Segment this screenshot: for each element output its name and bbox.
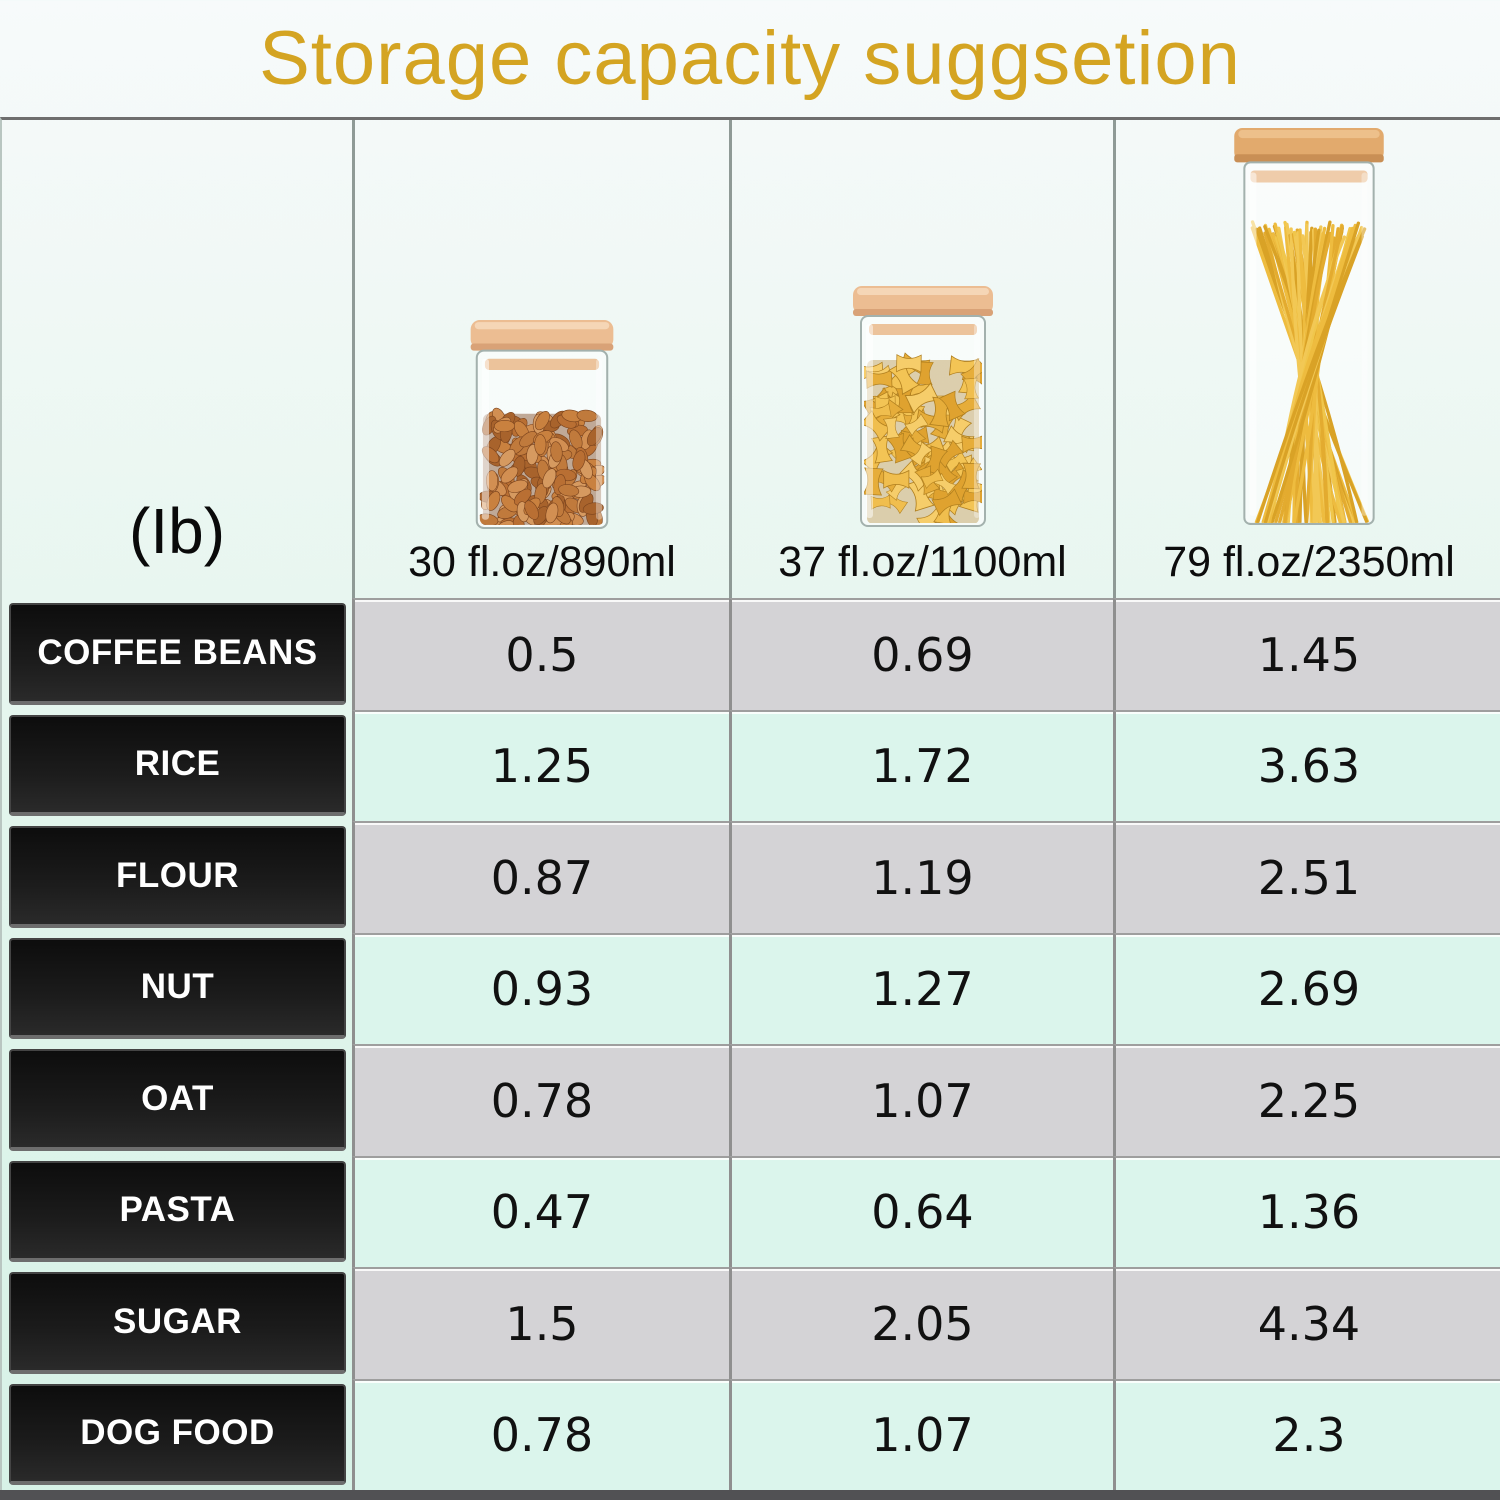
unit-label: (Ib) bbox=[129, 495, 225, 568]
value-cell: 1.27 bbox=[729, 932, 1113, 1045]
almond-jar-icon bbox=[470, 320, 614, 530]
row-label: COFFEE BEANS bbox=[37, 632, 318, 672]
value-cell: 1.25 bbox=[352, 709, 729, 822]
value-text: 1.07 bbox=[871, 1408, 974, 1463]
value-cell: 1.5 bbox=[352, 1267, 729, 1379]
spaghetti-jar-icon bbox=[1234, 128, 1384, 526]
value-cell: 2.3 bbox=[1113, 1378, 1500, 1491]
value-text: 1.45 bbox=[1257, 627, 1361, 682]
value-text: 1.25 bbox=[490, 739, 594, 794]
table-bottom-border bbox=[0, 1490, 1500, 1500]
column-header-medium-jar: 37 fl.oz/1100ml bbox=[729, 120, 1113, 599]
page-title: Storage capacity suggsetion bbox=[259, 16, 1241, 102]
column-header-small-jar: 30 fl.oz/890ml bbox=[352, 120, 729, 599]
capacity-table: (Ib) 30 fl.oz/890ml bbox=[0, 117, 1500, 1491]
column-header-large-jar: 79 fl.oz/2350ml bbox=[1113, 120, 1500, 599]
row-label: RICE bbox=[134, 744, 221, 784]
value-text: 0.78 bbox=[490, 1408, 594, 1463]
value-text: 0.47 bbox=[490, 1185, 594, 1240]
value-cell: 0.5 bbox=[352, 598, 729, 710]
row-label-cell: FLOUR bbox=[9, 826, 346, 928]
value-text: 1.5 bbox=[505, 1296, 579, 1351]
row-label: FLOUR bbox=[115, 855, 240, 895]
column-size-label: 79 fl.oz/2350ml bbox=[1163, 538, 1455, 587]
row-label-cell: RICE bbox=[9, 714, 346, 817]
value-cell: 3.63 bbox=[1113, 709, 1500, 822]
value-cell: 2.51 bbox=[1113, 821, 1500, 933]
value-cell: 2.05 bbox=[729, 1267, 1113, 1379]
column-size-label: 37 fl.oz/1100ml bbox=[778, 538, 1067, 587]
value-text: 1.19 bbox=[871, 850, 974, 905]
value-text: 1.72 bbox=[871, 739, 974, 794]
value-text: 4.34 bbox=[1257, 1296, 1361, 1351]
value-text: 0.87 bbox=[490, 850, 594, 905]
value-cell: 1.07 bbox=[729, 1044, 1113, 1156]
value-text: 3.63 bbox=[1257, 739, 1361, 794]
row-label-cell: DOG FOOD bbox=[9, 1383, 346, 1486]
row-label: OAT bbox=[141, 1078, 214, 1118]
row-label: DOG FOOD bbox=[80, 1413, 275, 1453]
row-label: SUGAR bbox=[113, 1301, 242, 1341]
row-label: NUT bbox=[140, 967, 215, 1007]
value-cell: 0.87 bbox=[352, 821, 729, 933]
value-cell: 1.36 bbox=[1113, 1155, 1500, 1268]
value-cell: 4.34 bbox=[1113, 1267, 1500, 1379]
value-cell: 0.78 bbox=[352, 1378, 729, 1491]
row-label-cell: SUGAR bbox=[9, 1272, 346, 1374]
value-text: 2.25 bbox=[1257, 1073, 1361, 1128]
row-label-cell: NUT bbox=[9, 937, 346, 1040]
value-cell: 0.93 bbox=[352, 932, 729, 1045]
row-label-cell: OAT bbox=[9, 1049, 346, 1151]
value-text: 2.05 bbox=[871, 1296, 974, 1351]
value-cell: 1.07 bbox=[729, 1378, 1113, 1491]
row-label: PASTA bbox=[119, 1190, 236, 1230]
value-text: 0.64 bbox=[871, 1185, 974, 1240]
unit-header-cell: (Ib) bbox=[2, 120, 352, 598]
value-cell: 1.19 bbox=[729, 821, 1113, 933]
row-label-cell: PASTA bbox=[9, 1160, 346, 1263]
value-text: 1.36 bbox=[1257, 1185, 1361, 1240]
farfalle-jar-icon bbox=[852, 286, 993, 528]
value-cell: 1.72 bbox=[729, 709, 1113, 822]
value-text: 2.69 bbox=[1257, 962, 1361, 1017]
value-cell: 0.64 bbox=[729, 1155, 1113, 1268]
value-text: 1.07 bbox=[871, 1073, 974, 1128]
value-text: 0.5 bbox=[505, 627, 579, 682]
value-text: 2.3 bbox=[1272, 1408, 1346, 1463]
value-text: 0.78 bbox=[490, 1073, 594, 1128]
value-cell: 0.69 bbox=[729, 598, 1113, 710]
column-size-label: 30 fl.oz/890ml bbox=[408, 538, 676, 587]
value-cell: 2.25 bbox=[1113, 1044, 1500, 1156]
value-cell: 0.47 bbox=[352, 1155, 729, 1268]
value-text: 0.93 bbox=[490, 962, 594, 1017]
value-text: 1.27 bbox=[871, 962, 974, 1017]
value-text: 0.69 bbox=[871, 627, 974, 682]
value-cell: 1.45 bbox=[1113, 598, 1500, 710]
value-text: 2.51 bbox=[1257, 850, 1361, 905]
row-label-cell: COFFEE BEANS bbox=[9, 603, 346, 705]
value-cell: 0.78 bbox=[352, 1044, 729, 1156]
value-cell: 2.69 bbox=[1113, 932, 1500, 1045]
